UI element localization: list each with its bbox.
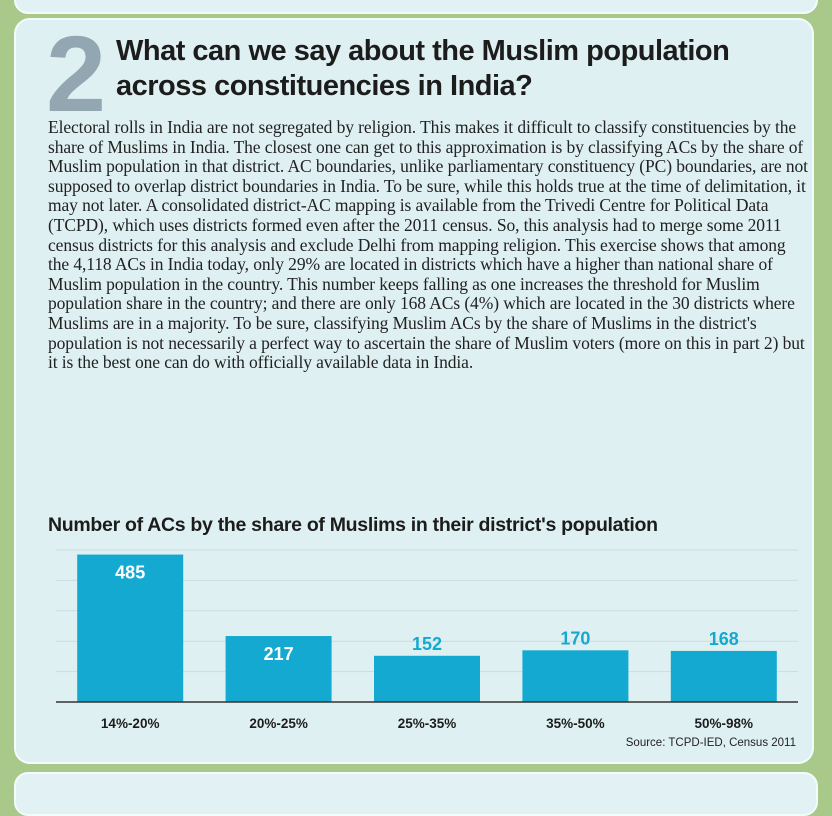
bar-3 (374, 655, 480, 702)
bar-5 (670, 650, 777, 702)
section-number: 2 (46, 13, 107, 134)
data-label-3: 152 (412, 634, 442, 654)
chart-source: Source: TCPD-IED, Census 2011 (626, 737, 796, 749)
data-label-1: 485 (115, 563, 145, 583)
data-label-2: 217 (264, 644, 294, 664)
category-label-1: 14%-20% (101, 716, 160, 731)
category-label-5: 50%-98% (695, 716, 754, 731)
body-paragraph: Electoral rolls in India are not segrega… (48, 117, 808, 373)
bar-2 (225, 636, 332, 702)
bar-1 (77, 554, 184, 702)
category-label-2: 20%-25% (249, 716, 308, 731)
data-label-5: 168 (709, 629, 739, 649)
section-heading: What can we say about the Muslim populat… (116, 35, 730, 102)
bar-4 (522, 650, 629, 702)
chart-title: Number of ACs by the share of Muslims in… (48, 514, 658, 536)
category-label-4: 35%-50% (546, 716, 605, 731)
previous-card-edge (14, 0, 818, 14)
data-label-4: 170 (560, 628, 590, 648)
category-label-3: 25%-35% (398, 716, 457, 731)
next-card-edge (14, 772, 818, 816)
article-card: 2 What can we say about the Muslim popul… (14, 18, 814, 764)
bar-chart: 485 14%-20% 217 20%-25% 152 25%-35% 170 35%-50%… (56, 549, 798, 749)
